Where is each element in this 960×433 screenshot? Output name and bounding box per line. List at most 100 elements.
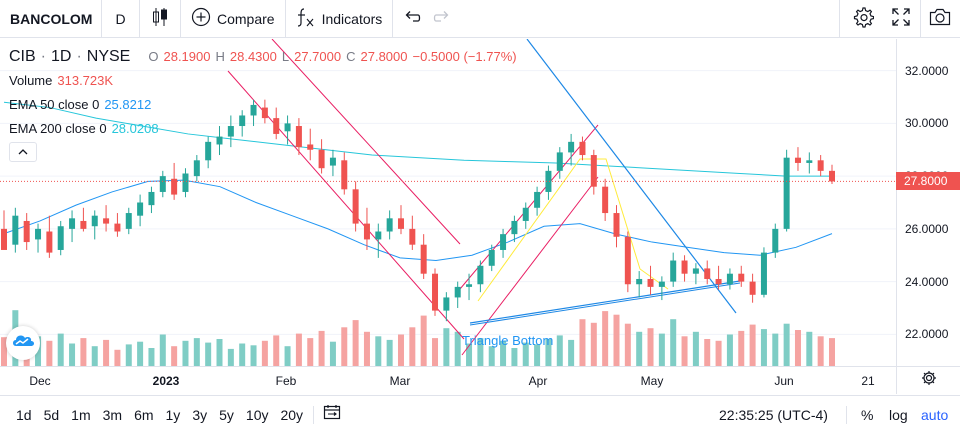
compare-button[interactable]: Compare <box>181 0 285 38</box>
range-button-5y[interactable]: 5y <box>219 406 234 423</box>
candle <box>420 234 427 279</box>
candle <box>284 115 291 145</box>
drawing-trend-line[interactable] <box>526 39 737 314</box>
volume-bar <box>159 334 166 366</box>
redo-icon <box>432 9 450 28</box>
candle <box>329 149 336 177</box>
chart-pane[interactable]: Triangle Bottom CIB · 1D · NYSE O 28.1900… <box>0 39 960 366</box>
drawing-channel-line[interactable] <box>461 176 599 356</box>
range-button-20y[interactable]: 20y <box>280 406 304 423</box>
volume-bar <box>670 319 677 366</box>
volume-bar <box>46 340 53 366</box>
volume-bar <box>35 336 42 366</box>
time-scale[interactable]: Dec 2023 Feb Mar Apr May Jun 21 <box>0 366 896 394</box>
time-tick-label: Jun <box>774 374 794 388</box>
drawing-tools[interactable] <box>227 39 741 356</box>
interval-button[interactable]: D <box>115 10 126 27</box>
fx-icon <box>296 6 316 31</box>
candle <box>704 260 711 285</box>
volume-bar <box>171 346 178 366</box>
auto-scale-toggle[interactable]: auto <box>921 407 949 423</box>
tradingview-logo[interactable] <box>6 326 40 360</box>
chart-canvas[interactable]: Triangle Bottom <box>0 39 896 366</box>
legend-collapse-button[interactable] <box>9 142 37 162</box>
log-scale-toggle[interactable]: log <box>889 407 908 423</box>
volume-bar <box>341 327 348 366</box>
indicators-button[interactable]: Indicators <box>286 0 393 38</box>
toolbar-divider <box>839 0 840 38</box>
drawing-trend-line[interactable] <box>469 282 741 326</box>
volume-bar <box>216 339 223 366</box>
range-button-3y[interactable]: 3y <box>192 406 208 423</box>
range-button-5d[interactable]: 5d <box>43 406 60 423</box>
volume-bar <box>704 339 711 366</box>
candle <box>772 223 779 258</box>
candle <box>35 223 42 253</box>
volume-bars <box>1 310 835 366</box>
candle <box>148 186 155 214</box>
volume-bar <box>817 336 824 366</box>
volume-bar <box>477 338 484 366</box>
toolbar-divider <box>101 0 102 38</box>
top-toolbar: BANCOLOM D Compare Indicators <box>0 0 960 38</box>
candle <box>397 205 404 235</box>
candle <box>318 139 325 174</box>
candle <box>46 215 53 258</box>
drawing-channel-line[interactable] <box>271 39 461 245</box>
volume-bar <box>579 319 586 366</box>
volume-bar <box>397 334 404 366</box>
candle <box>488 244 495 272</box>
bottom-toolbar: 1d 5d 1m 3m 6m 1y 3y 5y 10y 20y 22:35:25 (UTC-4) … <box>0 395 960 433</box>
volume-bar <box>103 339 110 366</box>
range-button-6m[interactable]: 6m <box>134 406 154 423</box>
chart-type-button[interactable] <box>140 0 180 38</box>
triangle-bottom-label[interactable]: Triangle Bottom <box>462 333 553 348</box>
candle <box>193 155 200 182</box>
calendar-range-icon <box>323 404 341 425</box>
candle <box>69 210 76 243</box>
settings-button[interactable] <box>843 0 883 38</box>
candle <box>125 207 132 235</box>
volume-bar <box>363 331 370 366</box>
snapshot-button[interactable] <box>920 0 960 38</box>
volume-bar <box>613 314 620 366</box>
percent-scale-toggle[interactable]: % <box>861 407 874 423</box>
candle <box>57 220 64 256</box>
candle <box>273 107 280 140</box>
redo-button[interactable] <box>427 0 455 38</box>
range-button-1d[interactable]: 1d <box>16 406 32 423</box>
undo-button[interactable] <box>399 0 427 38</box>
candle <box>341 152 348 195</box>
volume-bar <box>454 331 461 366</box>
drawing-zigzag[interactable] <box>477 158 669 302</box>
volume-bar <box>125 344 132 366</box>
candle <box>227 115 234 148</box>
goto-date-button[interactable] <box>314 396 350 433</box>
range-button-1y[interactable]: 1y <box>165 406 181 423</box>
volume-bar <box>443 328 450 366</box>
fullscreen-button[interactable] <box>881 0 921 38</box>
volume-bar <box>488 346 495 366</box>
candlesticks <box>1 99 835 322</box>
volume-bar <box>420 315 427 366</box>
candle <box>602 178 609 221</box>
range-button-1m[interactable]: 1m <box>71 406 91 423</box>
indicators-label: Indicators <box>321 10 383 27</box>
price-scale[interactable]: 32.000030.000028.000026.000024.000022.00… <box>896 39 960 366</box>
drawing-trend-line[interactable] <box>469 280 741 324</box>
symbol-search-button[interactable]: BANCOLOM <box>10 10 93 27</box>
volume-bar <box>318 330 325 366</box>
volume-bar <box>91 346 98 366</box>
timezone-clock[interactable]: 22:35:25 (UTC-4) <box>719 407 828 423</box>
scale-settings-button[interactable] <box>896 366 960 394</box>
volume-bar <box>329 341 336 366</box>
volume-bar <box>114 349 121 366</box>
candle <box>216 126 223 156</box>
drawing-channel-line[interactable] <box>459 124 599 290</box>
range-button-10y[interactable]: 10y <box>245 406 269 423</box>
volume-bar <box>205 342 212 366</box>
volume-bar <box>352 320 359 366</box>
candle <box>568 133 575 166</box>
range-button-3m[interactable]: 3m <box>102 406 123 423</box>
toolbar-divider <box>139 0 140 38</box>
